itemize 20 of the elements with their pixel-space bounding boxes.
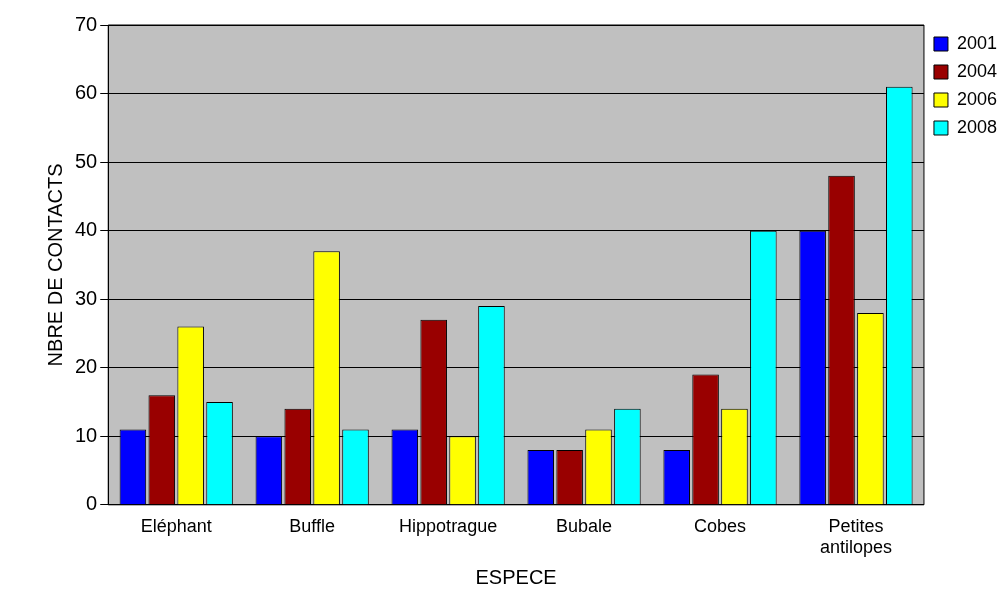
x-tick-label: Cobes	[694, 515, 747, 536]
x-tick-label: Eléphant	[140, 515, 212, 536]
x-axis-title: ESPECE	[475, 565, 557, 588]
y-tick-label: 20	[75, 355, 98, 378]
x-tick-label: Petites antilopes	[819, 515, 893, 558]
y-tick-label: 40	[75, 218, 98, 241]
x-tick-label: Hippotrague	[399, 515, 498, 536]
y-tick-label: 60	[75, 81, 98, 104]
y-tick-label: 50	[75, 149, 98, 172]
x-tick-label: Bubale	[556, 515, 613, 536]
legend-label: 2006	[956, 88, 997, 109]
legend-label: 2001	[956, 32, 997, 53]
legend-label: 2004	[956, 60, 997, 81]
y-tick-label: 0	[86, 492, 98, 515]
y-tick-label: 10	[75, 423, 98, 446]
x-tick-label: Buffle	[289, 515, 336, 536]
y-axis-title: NBRE DE CONTACTS	[43, 163, 66, 367]
y-tick-label: 30	[75, 286, 98, 309]
y-tick-label: 70	[75, 12, 98, 35]
legend-label: 2008	[956, 116, 997, 137]
